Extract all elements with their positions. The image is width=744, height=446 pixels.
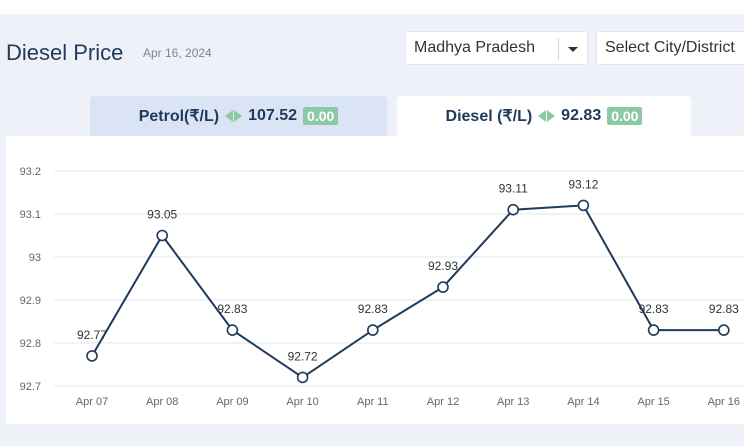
data-label: 92.83 — [709, 302, 739, 316]
data-point — [296, 371, 309, 384]
x-tick-label: Apr 13 — [497, 396, 529, 408]
top-strip — [0, 0, 744, 14]
left-right-arrows-icon — [538, 110, 556, 122]
tab-petrol[interactable]: Petrol(₹/L) 107.52 0.00 — [90, 96, 387, 136]
diesel-price: 92.83 — [561, 107, 602, 124]
data-point — [156, 229, 168, 242]
chevron-down-icon[interactable] — [568, 47, 578, 52]
diesel-change-badge: 0.00 — [607, 107, 643, 125]
chart-card: 92.7 92.8 92.9 93 93.1 93.2 Apr 07 Apr 08 Apr 09… — [6, 136, 744, 424]
x-tick-label: Apr 10 — [286, 396, 318, 408]
data-point — [366, 324, 379, 336]
data-point — [437, 281, 449, 293]
y-tick-label: 92.9 — [20, 295, 41, 307]
left-right-arrows-icon — [225, 110, 243, 122]
data-point — [647, 324, 660, 336]
y-tick-label: 92.8 — [20, 338, 41, 350]
data-label: 93.12 — [568, 177, 598, 191]
data-point — [717, 324, 730, 336]
series-line — [91, 204, 724, 379]
tab-diesel-label: Diesel (₹/L) — [445, 108, 533, 125]
data-point — [577, 199, 590, 212]
data-point — [507, 203, 520, 216]
x-tick-label: Apr 11 — [357, 396, 389, 408]
data-label: 92.72 — [288, 349, 318, 363]
x-tick-label: Apr 16 — [708, 396, 740, 408]
x-tick-label: Apr 07 — [76, 396, 108, 408]
city-select-value: Select City/District — [605, 39, 735, 56]
x-tick-label: Apr 14 — [567, 396, 599, 408]
x-tick-label: Apr 08 — [146, 396, 178, 408]
data-point — [226, 324, 239, 336]
page-title: Diesel Price — [6, 40, 124, 65]
price-line-chart: 92.7 92.8 92.9 93 93.1 93.2 Apr 07 Apr 08 Apr 09… — [20, 166, 744, 408]
x-tick-label: Apr 15 — [637, 396, 669, 408]
city-select[interactable]: Select City/District — [596, 31, 744, 65]
data-point — [86, 350, 98, 362]
tab-diesel[interactable]: Diesel (₹/L) 92.83 0.00 — [397, 96, 691, 136]
data-label: 93.05 — [147, 208, 177, 222]
data-label: 92.77 — [77, 328, 107, 342]
petrol-price: 107.52 — [248, 107, 298, 124]
state-select-value: Madhya Pradesh — [414, 39, 535, 56]
data-label: 92.83 — [217, 302, 247, 316]
data-label: 92.93 — [428, 259, 458, 273]
select-separator — [558, 38, 559, 60]
state-select[interactable]: Madhya Pradesh — [405, 31, 588, 65]
data-label: 92.83 — [358, 302, 388, 316]
data-label: 92.83 — [639, 302, 669, 316]
tab-petrol-label: Petrol(₹/L) — [138, 108, 220, 125]
petrol-change-badge: 0.00 — [303, 107, 339, 125]
y-tick-label: 93.2 — [20, 166, 41, 178]
x-tick-label: Apr 09 — [216, 396, 248, 408]
y-tick-label: 92.7 — [20, 381, 41, 393]
x-tick-label: Apr 12 — [427, 396, 459, 408]
y-tick-label: 93.1 — [20, 209, 41, 221]
y-tick-label: 93 — [29, 252, 41, 264]
data-label: 93.11 — [499, 182, 528, 196]
price-date: Apr 16, 2024 — [143, 46, 212, 60]
